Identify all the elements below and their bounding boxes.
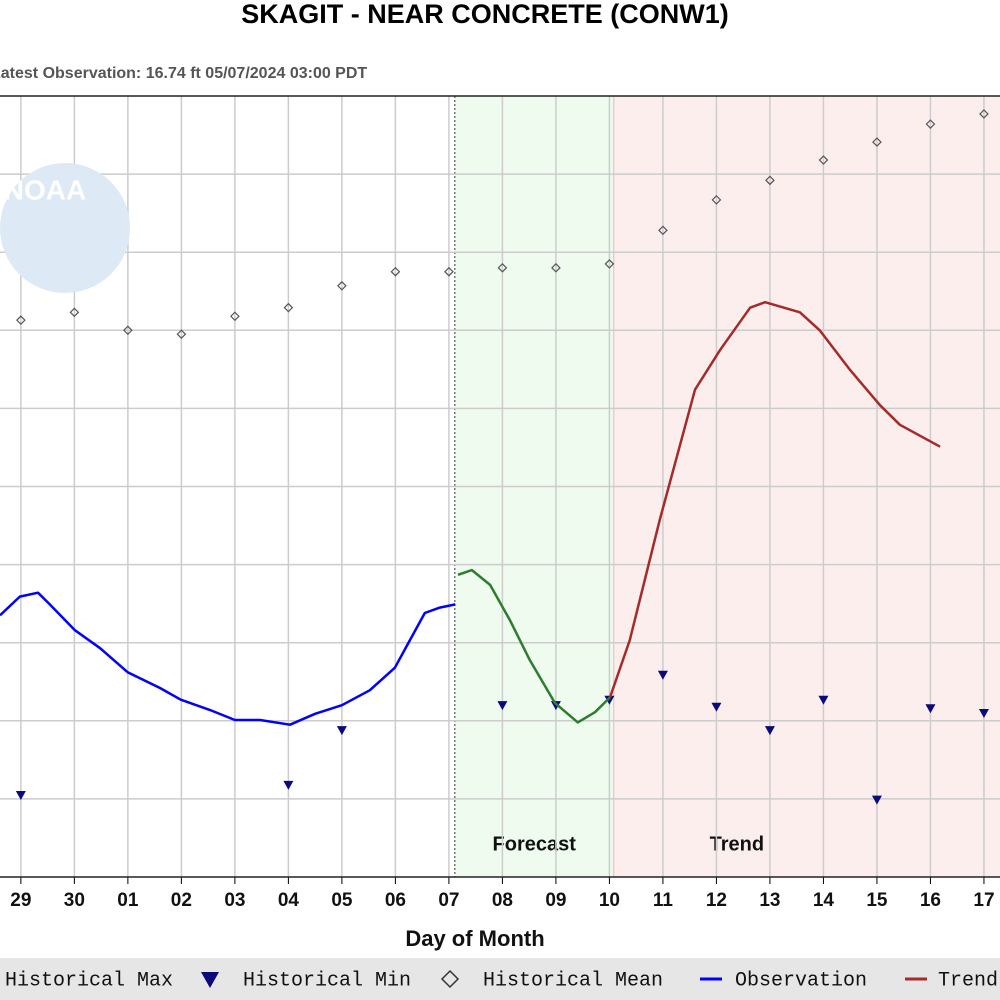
min-marker — [764, 726, 775, 736]
min-marker — [657, 670, 668, 680]
mean-marker — [444, 266, 454, 277]
min-marker — [604, 695, 615, 705]
mean-marker — [711, 195, 722, 205]
x-tick-label: 09 — [545, 890, 566, 911]
region-label: Forecast — [493, 833, 577, 855]
min-marker — [818, 695, 829, 705]
mean-marker — [818, 155, 829, 165]
x-tick-label: 04 — [278, 890, 300, 911]
mean-marker — [69, 307, 80, 318]
min-marker — [711, 702, 722, 712]
min-marker — [336, 726, 347, 736]
mean-marker — [123, 325, 133, 336]
x-tick-label: 30 — [64, 890, 85, 911]
x-tick-label: 02 — [171, 890, 192, 911]
legend-label: Trend — [938, 969, 998, 992]
mean-marker — [872, 137, 882, 147]
legend-label: Historical Mean — [483, 969, 663, 992]
mean-marker — [925, 119, 936, 129]
subtitle: Latest Observation: 16.74 ft 05/07/2024 … — [0, 65, 367, 82]
min-marker — [497, 701, 508, 711]
mean-marker — [337, 280, 347, 291]
series-line — [608, 300, 941, 698]
mean-marker — [390, 266, 401, 277]
min-marker — [871, 795, 882, 805]
series-line — [0, 591, 456, 726]
x-tick-label: 29 — [10, 890, 31, 911]
mean-marker — [765, 175, 775, 186]
mean-marker — [979, 109, 989, 119]
mean-marker — [497, 262, 508, 273]
legend-marker — [201, 972, 219, 988]
mean-marker — [283, 302, 294, 313]
mean-marker — [16, 315, 26, 325]
x-tick-label: 14 — [813, 890, 835, 911]
x-tick-label: 16 — [920, 890, 941, 911]
x-tick-label: 12 — [706, 890, 727, 911]
legend-label: Observation — [735, 969, 867, 992]
min-marker — [15, 790, 26, 800]
mean-marker — [658, 225, 668, 236]
region-label: Trend — [710, 833, 764, 855]
min-marker — [550, 701, 561, 711]
min-marker — [283, 780, 294, 790]
legend-label: Historical Max — [5, 969, 173, 992]
plot — [0, 109, 989, 805]
x-tick-label: 05 — [331, 890, 353, 911]
x-tick-label: 06 — [385, 890, 406, 911]
legend: Historical Max Historical Min Historical M… — [5, 969, 998, 992]
min-marker — [925, 704, 936, 714]
series-line — [457, 568, 611, 724]
chart-title: SKAGIT - NEAR CONCRETE (CONW1) — [241, 0, 729, 29]
x-tick-label: 15 — [866, 890, 888, 911]
mean-marker — [604, 259, 615, 269]
x-tick-label: 13 — [759, 890, 780, 911]
legend-marker — [440, 969, 460, 989]
mean-marker — [551, 262, 561, 273]
logo — [0, 163, 130, 293]
x-tick-label: 08 — [492, 890, 513, 911]
min-marker — [978, 708, 989, 718]
legend-bar — [0, 958, 1000, 1000]
x-tick-label: 03 — [224, 890, 245, 911]
x-axis-title: Day of Month — [405, 926, 544, 951]
x-tick-label: 10 — [599, 890, 620, 911]
x-tick-label: 07 — [438, 890, 459, 911]
mean-marker — [230, 311, 240, 322]
mean-marker — [176, 329, 187, 340]
logo-text: NOAA — [4, 174, 86, 205]
legend-label: Historical Min — [243, 969, 411, 992]
x-tick-label: 01 — [117, 890, 139, 911]
x-tick-label: 11 — [653, 890, 674, 911]
grid: 29 30 01 02 03 04 05 06 07 08 09 10 11 12 13 14 15 16 17 — [0, 95, 1000, 911]
x-tick-label: 17 — [973, 890, 994, 911]
